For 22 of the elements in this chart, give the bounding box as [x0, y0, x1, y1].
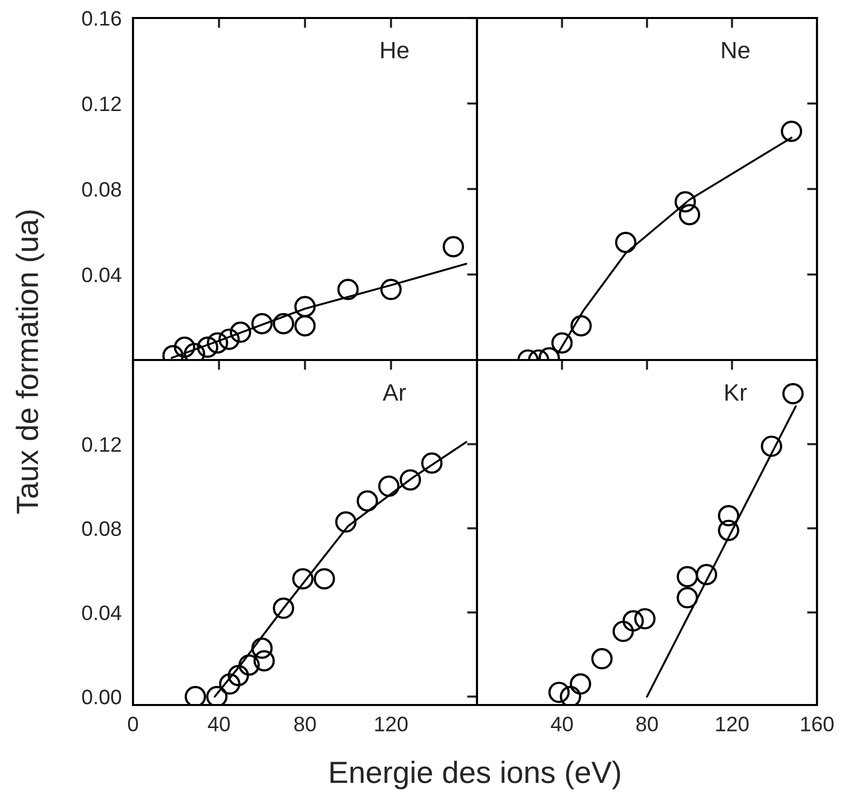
y-tick-label: 0.04 [82, 605, 122, 620]
x-tick-label: 40 [208, 716, 230, 732]
y-tick-label: 0.12 [82, 437, 121, 452]
x-tick-label: 80 [294, 716, 316, 732]
x-tick-label: 120 [716, 716, 749, 732]
x-tick-label: 120 [375, 716, 408, 732]
y-axis-title: Taux de formation (ua) [16, 210, 44, 514]
annotation: Ar [382, 384, 406, 401]
y-tick-label: 0.08 [82, 521, 121, 536]
y-tick-label: 0.04 [82, 268, 122, 282]
y-tick-label: 0.00 [82, 690, 122, 704]
x-tick-label: 0 [128, 716, 138, 732]
x-tick-label: 80 [636, 716, 658, 732]
y-tick-label: 0.16 [82, 11, 121, 26]
annotation: Kr [726, 384, 747, 401]
x-tick-label: 160 [801, 716, 834, 732]
y-tick-label: 0.08 [82, 182, 121, 197]
y-tick-label: 0.12 [82, 96, 121, 112]
x-axis-title: Energie des ions (eV) [330, 760, 620, 790]
x-tick-label: 40 [550, 716, 573, 732]
annotation: He [381, 42, 408, 59]
annotation: Ne [722, 42, 750, 59]
